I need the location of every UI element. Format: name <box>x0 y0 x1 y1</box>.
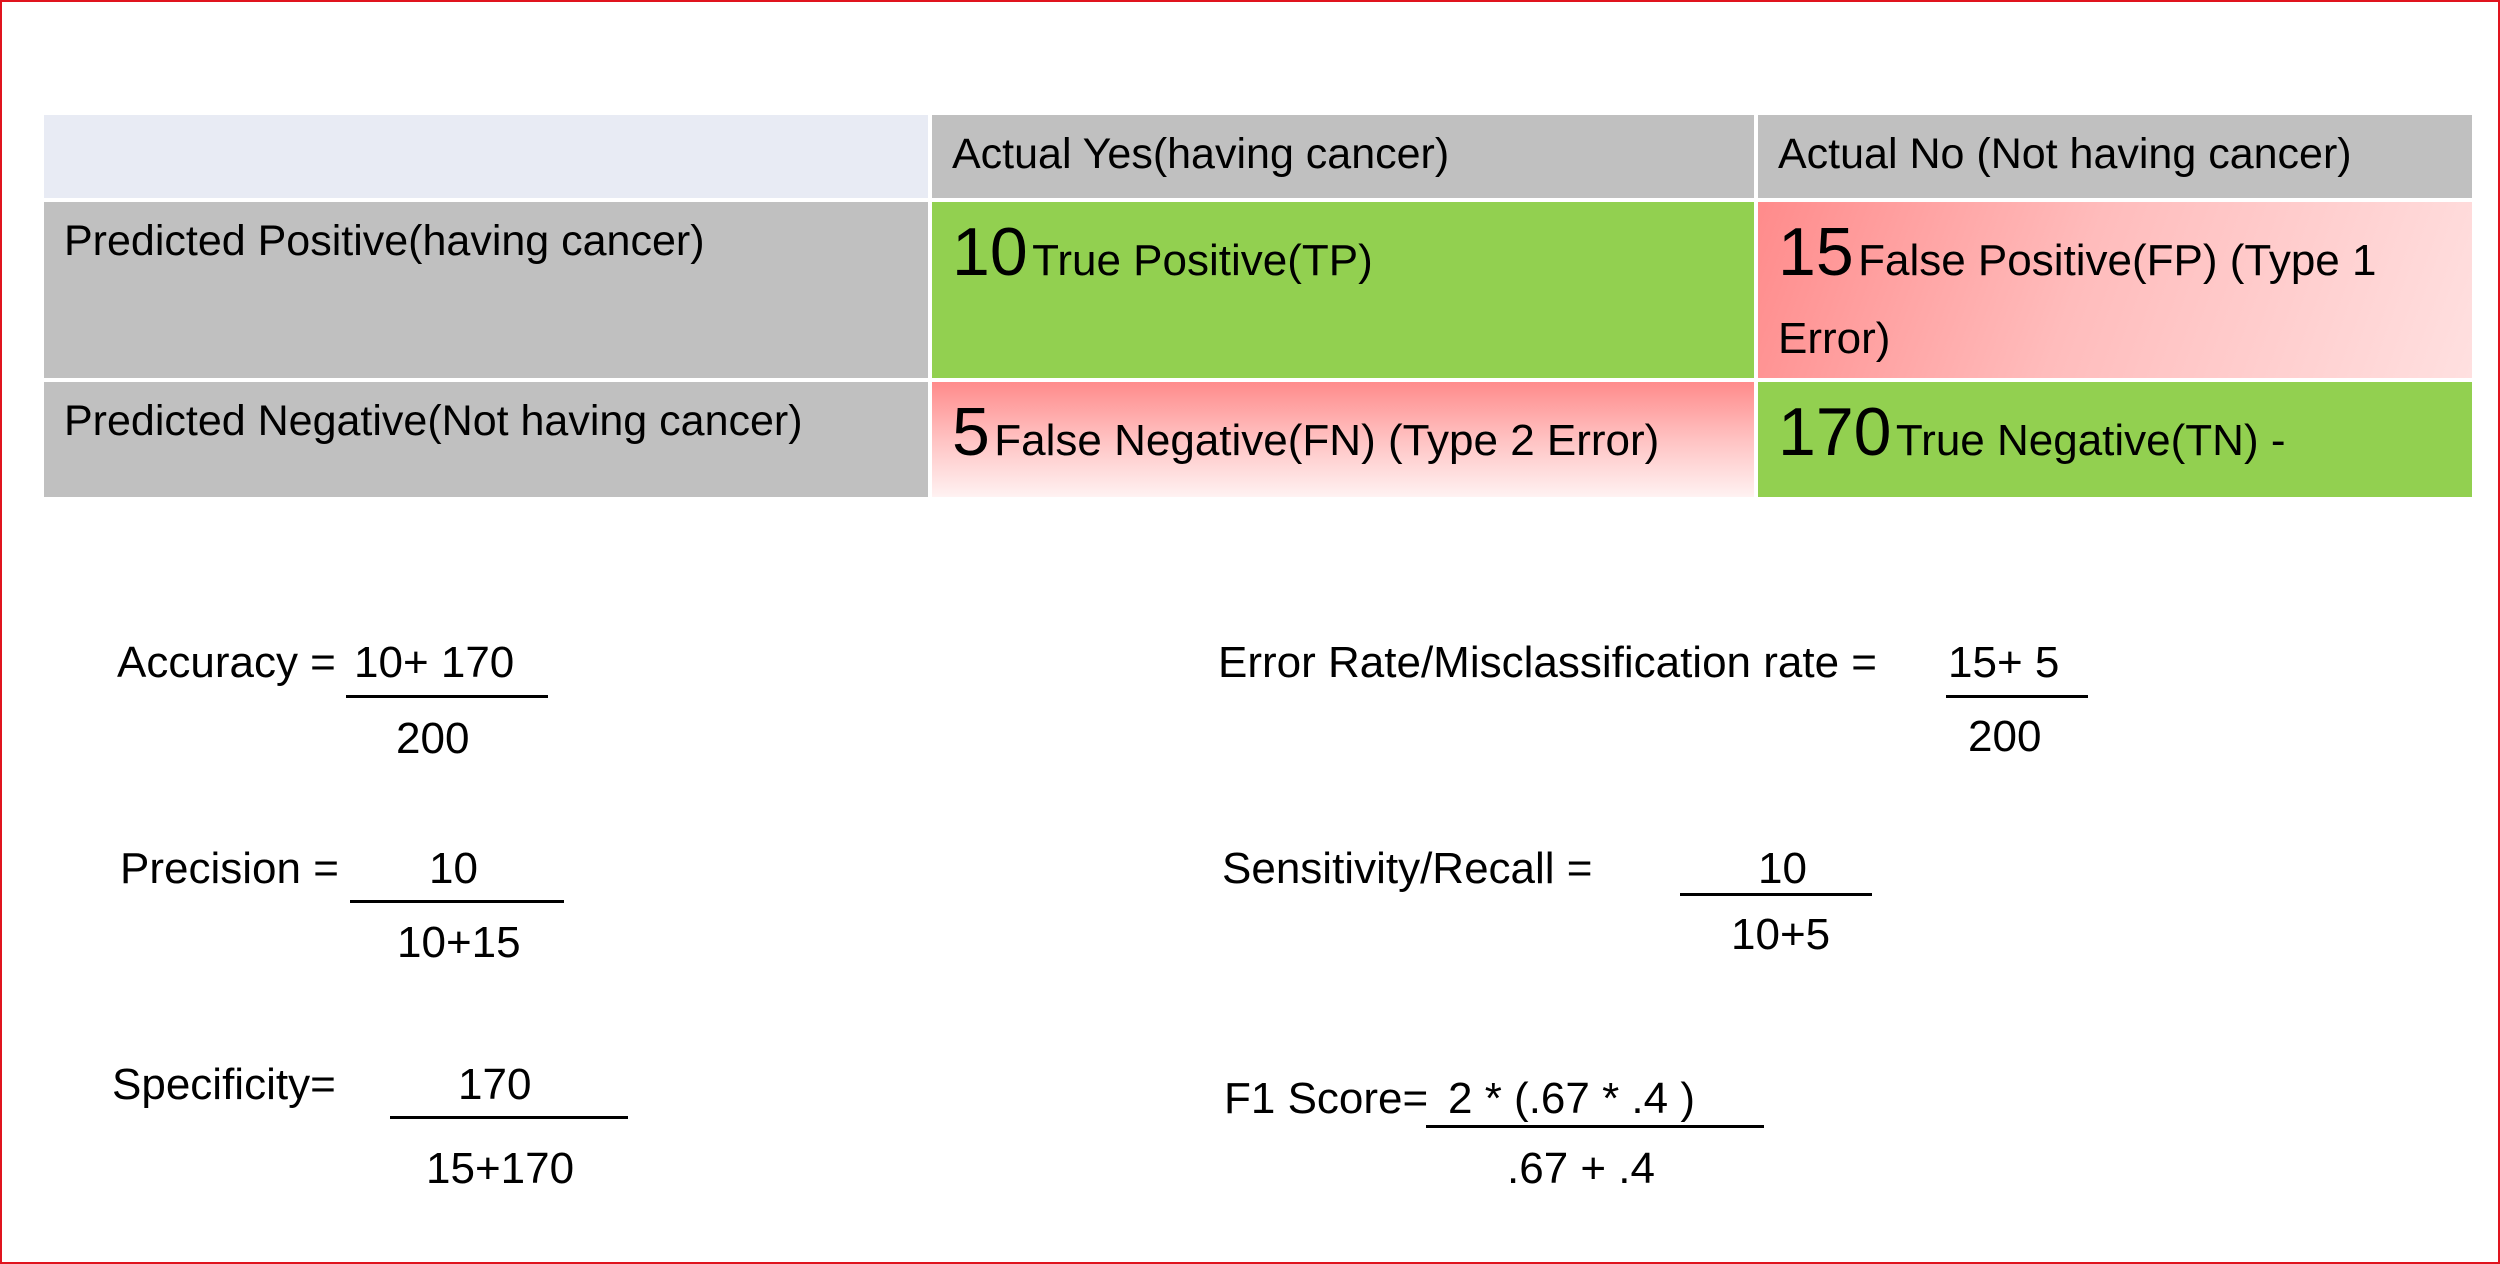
error-rate-numerator: 15+ 5 <box>1948 638 2060 687</box>
col-header-actual-yes: Actual Yes(having cancer) <box>932 115 1754 198</box>
recall-denominator: 10+5 <box>1731 910 1831 959</box>
fp-value: 15 <box>1778 214 1854 290</box>
precision-numerator: 10 <box>429 844 478 893</box>
specificity-label: Specificity= <box>112 1060 336 1109</box>
row-label-predicted-positive: Predicted Positive(having cancer) <box>44 202 928 378</box>
tn-value: 170 <box>1778 394 1892 470</box>
cell-true-positive: 10 True Positive(TP) <box>932 202 1754 378</box>
recall-fraction-line <box>1680 893 1872 896</box>
cell-true-negative: 170 True Negative(TN) - <box>1758 382 2472 497</box>
fn-value: 5 <box>952 394 990 470</box>
tp-value: 10 <box>952 214 1028 290</box>
precision-fraction-line <box>350 900 564 903</box>
recall-label: Sensitivity/Recall = <box>1222 844 1593 893</box>
accuracy-fraction-line <box>346 695 548 698</box>
f1-numerator: 2 * (.67 * .4 ) <box>1448 1074 1696 1123</box>
cell-false-negative: 5 False Negative(FN) (Type 2 Error) <box>932 382 1754 497</box>
accuracy-label: Accuracy = <box>117 638 336 687</box>
precision-label: Precision = <box>120 844 339 893</box>
f1-fraction-line <box>1426 1125 1764 1128</box>
fn-label: False Negative(FN) (Type 2 Error) <box>994 416 1660 465</box>
accuracy-numerator: 10+ 170 <box>354 638 515 687</box>
confusion-matrix: Actual Yes(having cancer) Actual No (Not… <box>44 115 2472 497</box>
error-rate-label: Error Rate/Misclassification rate = <box>1218 638 1877 687</box>
cell-false-positive: 15 False Positive(FP) (Type 1 Error) <box>1758 202 2472 378</box>
tp-label: True Positive(TP) <box>1032 236 1373 285</box>
specificity-denominator: 15+170 <box>426 1144 575 1193</box>
f1-label: F1 Score= <box>1224 1074 1429 1123</box>
tn-label: True Negative(TN) - <box>1895 416 2286 465</box>
accuracy-denominator: 200 <box>396 714 470 763</box>
row-label-predicted-negative: Predicted Negative(Not having cancer) <box>44 382 928 497</box>
corner-cell <box>44 115 928 198</box>
specificity-numerator: 170 <box>458 1060 532 1109</box>
recall-numerator: 10 <box>1758 844 1807 893</box>
specificity-fraction-line <box>390 1116 628 1119</box>
error-rate-fraction-line <box>1946 695 2088 698</box>
precision-denominator: 10+15 <box>397 918 521 967</box>
col-header-actual-no: Actual No (Not having cancer) <box>1758 115 2472 198</box>
error-rate-denominator: 200 <box>1968 712 2042 761</box>
fp-label: False Positive(FP) (Type 1 Error) <box>1778 236 2377 363</box>
f1-denominator: .67 + .4 <box>1507 1144 1656 1193</box>
